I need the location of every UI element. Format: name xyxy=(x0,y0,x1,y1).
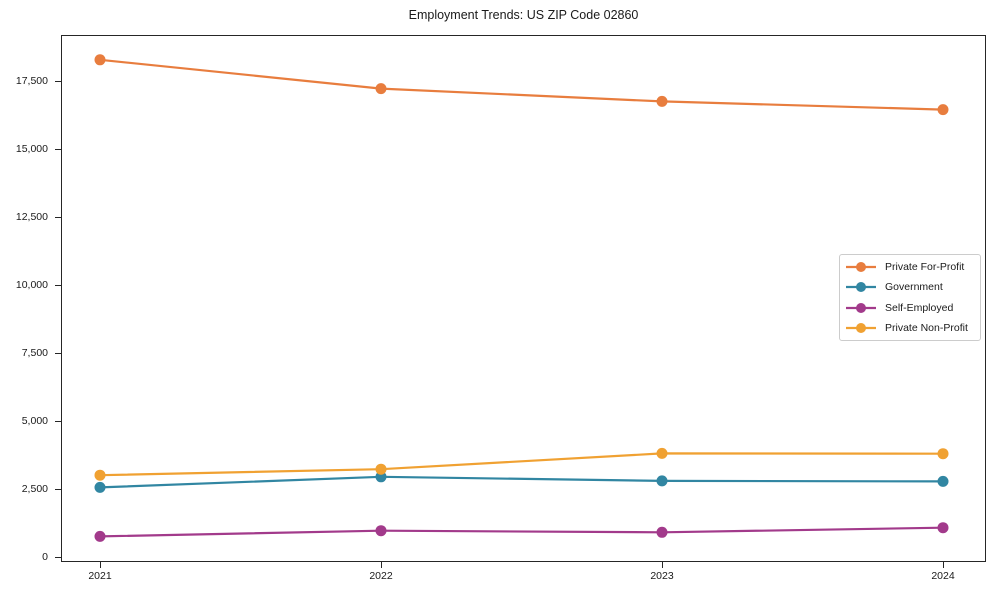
y-tick-label: 7,500 xyxy=(21,347,48,360)
data-point-marker xyxy=(656,475,668,487)
x-tick-label: 2024 xyxy=(931,570,955,582)
legend-marker-icon xyxy=(846,323,876,334)
y-tick-mark xyxy=(55,81,61,83)
data-point-marker xyxy=(375,83,387,95)
data-point-marker xyxy=(94,469,106,481)
data-point-marker xyxy=(375,471,387,483)
x-tick-mark xyxy=(380,562,382,568)
y-tick-mark xyxy=(55,149,61,151)
legend-item-label: Private For-Profit xyxy=(885,260,965,273)
legend-item-label: Government xyxy=(885,281,943,294)
data-point-marker xyxy=(937,448,949,460)
legend-marker-icon xyxy=(846,302,876,313)
data-point-marker xyxy=(656,447,668,459)
line-chart-canvas xyxy=(61,35,986,562)
data-point-marker xyxy=(656,95,668,107)
y-tick-label: 2,500 xyxy=(21,483,48,496)
legend-marker-icon xyxy=(846,282,876,293)
x-tick-label: 2021 xyxy=(88,570,112,582)
y-tick-mark xyxy=(55,217,61,219)
x-tick-mark xyxy=(99,562,101,568)
chart-title: Employment Trends: US ZIP Code 02860 xyxy=(408,8,639,22)
plot-area xyxy=(61,35,986,562)
y-tick-mark xyxy=(55,353,61,355)
y-tick-mark xyxy=(55,421,61,423)
legend-item: Government xyxy=(846,278,974,297)
series-line xyxy=(99,58,944,111)
data-point-marker xyxy=(937,475,949,487)
legend-item-label: Self-Employed xyxy=(885,301,954,314)
y-tick-mark xyxy=(55,489,61,491)
x-tick-mark xyxy=(942,562,944,568)
legend-item: Private For-Profit xyxy=(846,257,974,276)
x-tick-label: 2023 xyxy=(650,570,674,582)
data-point-marker xyxy=(94,481,106,493)
legend-item: Self-Employed xyxy=(846,298,974,317)
legend-item: Private Non-Profit xyxy=(846,319,974,338)
legend: Private For-Profit Government Self-Employe… xyxy=(839,254,981,341)
y-tick-label: 15,000 xyxy=(15,143,48,156)
y-tick-label: 0 xyxy=(42,551,48,564)
y-tick-label: 12,500 xyxy=(15,211,48,224)
series-line xyxy=(99,452,944,477)
y-tick-label: 17,500 xyxy=(15,75,48,88)
x-tick-mark xyxy=(661,562,663,568)
y-tick-mark xyxy=(55,557,61,559)
data-point-marker xyxy=(937,522,949,534)
data-point-marker xyxy=(375,525,387,537)
y-tick-label: 5,000 xyxy=(21,415,48,428)
x-tick-label: 2022 xyxy=(369,570,393,582)
series-line xyxy=(99,475,944,489)
data-point-marker xyxy=(937,104,949,116)
data-point-marker xyxy=(94,530,106,542)
plot-border xyxy=(61,35,986,562)
y-tick-label: 10,000 xyxy=(15,279,48,292)
data-point-marker xyxy=(94,54,106,66)
legend-item-label: Private Non-Profit xyxy=(885,322,968,335)
legend-marker-icon xyxy=(846,261,876,272)
data-point-marker xyxy=(656,526,668,538)
data-point-marker xyxy=(375,463,387,475)
series-line xyxy=(99,526,944,538)
y-tick-mark xyxy=(55,285,61,287)
